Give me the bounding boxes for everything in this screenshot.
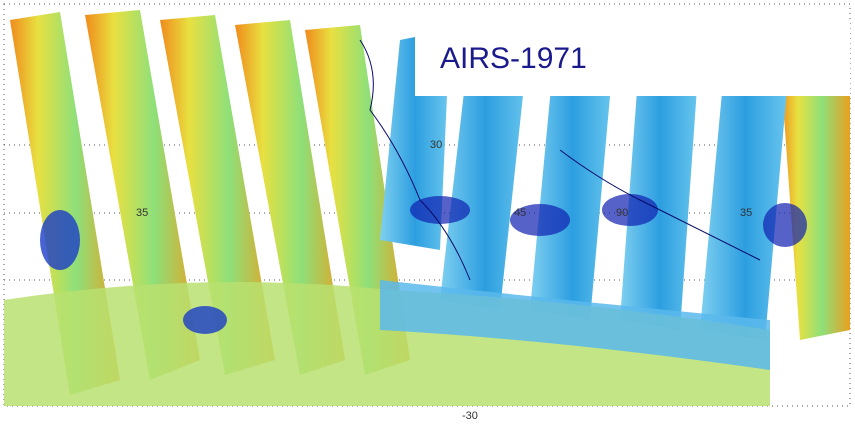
low-value-patch — [410, 196, 470, 224]
title: AIRS-1971 — [440, 42, 587, 75]
low-value-patch — [183, 306, 227, 334]
longitude-label: 35 — [740, 207, 752, 219]
page: 30 -30 35 45 90 35 AIRS-1971 (() => { co… — [0, 0, 855, 424]
latitude-label: -30 — [462, 410, 478, 422]
low-value-patch — [602, 194, 658, 226]
latitude-label: 30 — [430, 139, 442, 151]
longitude-label: 35 — [136, 207, 148, 219]
low-value-patch — [40, 210, 80, 270]
longitude-label: 45 — [514, 207, 526, 219]
longitude-label: 90 — [616, 207, 628, 219]
low-value-patch — [763, 203, 807, 247]
map-view: 30 -30 35 45 90 35 AIRS-1971 — [0, 0, 855, 424]
